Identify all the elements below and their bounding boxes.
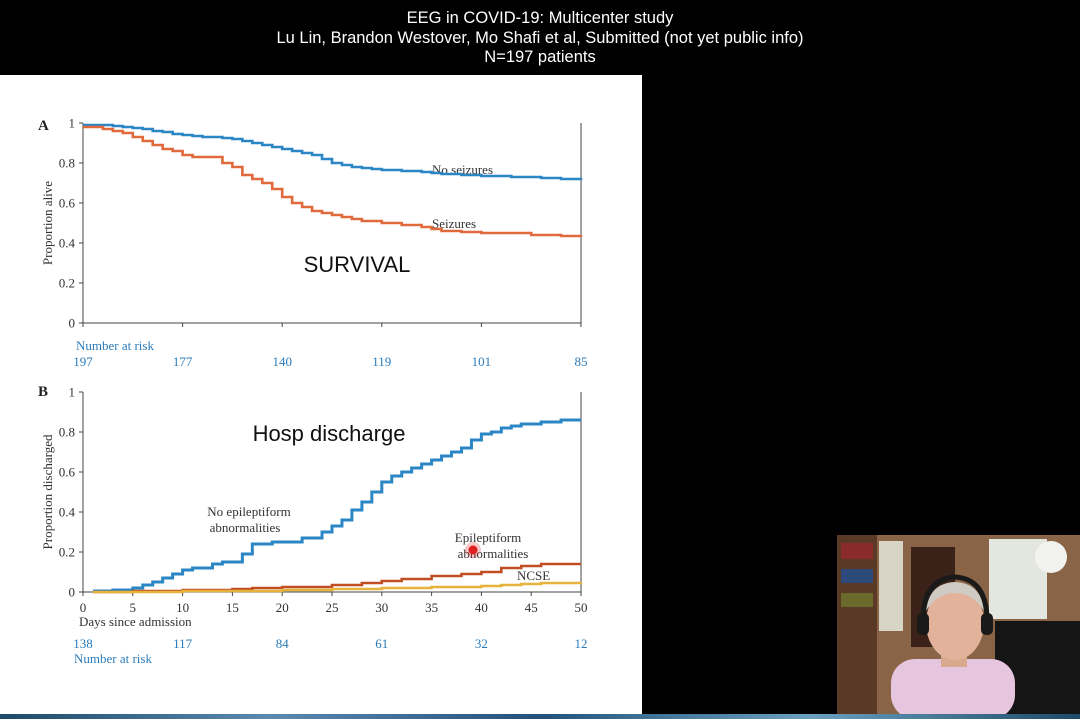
panel-b-ytick-label: 0.4 [59,505,76,520]
panel-b-ytick-label: 0.8 [59,425,75,440]
panel-b-xtick-label: 5 [130,600,137,615]
panel-a-risk-value: 140 [272,354,292,369]
panel-b-risk-value: 117 [173,636,193,651]
panel-b-label-epi-line1: Epileptiform [455,530,521,545]
panel-b-letter: B [38,384,48,400]
panel-b-xtick-label: 30 [375,600,388,615]
slide-title: EEG in COVID-19: Multicenter study [406,9,674,27]
panel-b-risk-value: 61 [375,636,388,651]
panel-a-risk-value: 177 [173,354,193,369]
panel-b-ytick-label: 1 [69,385,76,400]
panel-b-label-ncse: NCSE [517,568,550,583]
panel-b-xtick-label: 40 [475,600,488,615]
panel-b-series-no-epileptiform-abnormalities-line [92,418,581,593]
panel-b-ytick-label: 0.2 [59,545,75,560]
panel-a-ytick-label: 0 [69,316,76,331]
panel-a-title: SURVIVAL [304,252,411,277]
panel-a-ytick-label: 0.8 [59,156,75,171]
panel-b-xtick-label: 10 [176,600,189,615]
panel-b-series-epileptiform-abnormalities-line [92,562,581,594]
webcam-bookshelf-books-3 [841,593,873,607]
slide-content: A Proportion alive SURVIVAL Number at ri… [0,75,642,719]
panel-b-risk-value: 138 [73,636,93,651]
webcam-bookshelf-books [841,543,873,559]
panel-b-ytick-label: 0 [69,585,76,600]
panel-b-xlabel: Days since admission [79,614,192,629]
presenter-cursor [468,545,478,555]
bottom-strip [0,714,1080,719]
panel-b-series-ncse-line [92,581,583,594]
panel-a-risk-value: 119 [372,354,391,369]
panel-b-ytick-label: 0.6 [59,465,76,480]
panel-a-ytick-label: 0.4 [59,236,76,251]
panel-a-risk-label: Number at risk [76,338,154,353]
panel-a-risk-value: 85 [575,354,588,369]
panel-b-risk-value: 84 [276,636,290,651]
panel-b-ylabel: Proportion discharged [40,434,55,549]
panel-a-ytick-label: 1 [69,116,76,131]
webcam-presenter-hair [926,582,984,611]
panel-b-xtick-label: 0 [80,600,87,615]
panel-b-xtick-label: 45 [525,600,538,615]
panel-a-ytick-label: 0.2 [59,276,75,291]
webcam-window-left [879,541,903,631]
panel-b-xtick-label: 25 [326,600,339,615]
webcam-bookshelf [837,535,877,719]
panel-a-series-seizures-line [83,125,583,238]
kaplan-meier-figure: A Proportion alive SURVIVAL Number at ri… [38,116,588,667]
panel-b-xtick-label: 15 [226,600,239,615]
webcam-headphones [920,574,990,622]
slide-authors: Lu Lin, Brandon Westover, Mo Shafi et al… [276,28,804,47]
panel-b-title: Hosp discharge [253,421,406,446]
panel-b-label-no-epi-line1: No epileptiform [207,504,290,519]
panel-a-series-label-seizures: Seizures [432,216,476,231]
panel-b-xtick-label: 35 [425,600,438,615]
slide-header: EEG in COVID-19: Multicenter study Lu Li… [0,0,1080,75]
slide-patients: N=197 patients [484,48,596,66]
panel-b-xtick-label: 20 [276,600,289,615]
webcam-presenter-shirt [891,659,1015,719]
panel-a-series-no-seizures-line [83,123,583,181]
panel-a-risk-value: 101 [472,354,492,369]
panel-b-risk-label: Number at risk [74,651,152,666]
webcam-bookshelf-books-2 [841,569,873,583]
panel-b-xtick-label: 50 [575,600,588,615]
webcam-feed [837,535,1080,719]
webcam-presenter-face [926,586,984,660]
panel-b-risk-value: 12 [575,636,588,651]
webcam-headphone-left [917,613,929,635]
panel-a-risk-value: 197 [73,354,93,369]
panel-b-risk-value: 32 [475,636,488,651]
panel-b-label-no-epi-line2: abnormalities [210,520,281,535]
panel-a-letter: A [38,118,49,134]
panel-a-ytick-label: 0.6 [59,196,76,211]
webcam-flowers [1035,541,1067,573]
webcam-headphone-right [981,613,993,635]
panel-a-ylabel: Proportion alive [40,181,55,265]
